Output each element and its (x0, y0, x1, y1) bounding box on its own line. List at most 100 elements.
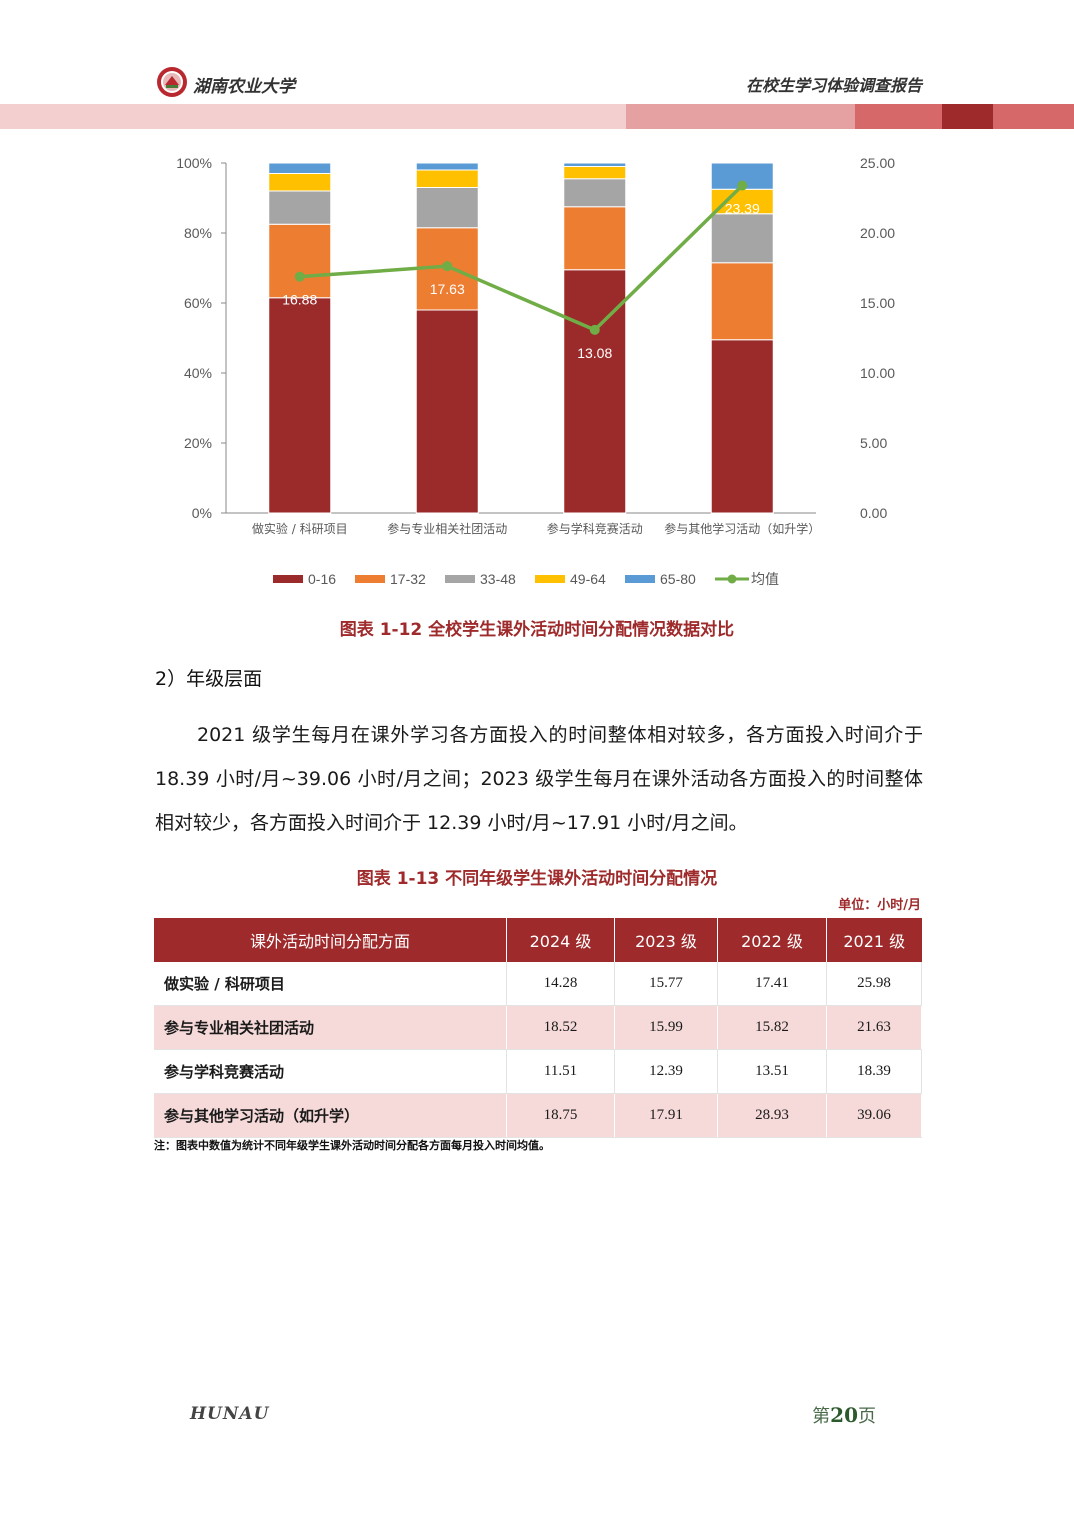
mean-point (442, 261, 453, 272)
y-left-tick-label: 40% (184, 365, 212, 381)
mean-data-label: 17.63 (430, 281, 465, 297)
legend-swatch (355, 575, 385, 583)
table-header-cell: 2021 级 (826, 918, 922, 962)
table-cell: 21.63 (826, 1005, 922, 1050)
table-header-row: 课外活动时间分配方面 2024 级 2023 级 2022 级 2021 级 (154, 918, 922, 962)
y-left-tick-label: 0% (192, 505, 212, 521)
bar-segment-0-16 (415, 309, 479, 514)
bar-segment-17-32 (268, 223, 332, 299)
table-cell: 14.28 (506, 962, 615, 1006)
bar-segment-33-48 (563, 178, 627, 208)
y-left-tick-label: 60% (184, 295, 212, 311)
bar-segment-17-32 (710, 262, 774, 341)
legend-swatch (445, 575, 475, 583)
table-header-cell: 课外活动时间分配方面 (154, 918, 507, 962)
grade-time-table: 课外活动时间分配方面 2024 级 2023 级 2022 级 2021 级 做… (154, 918, 922, 1138)
y-right-tick-label: 0.00 (860, 505, 887, 521)
y-left-tick-label: 20% (184, 435, 212, 451)
section-title: 2）年级层面 (155, 668, 263, 690)
legend-label: 17-32 (390, 571, 426, 587)
mean-line (299, 184, 744, 332)
bar-segment-0-16 (268, 297, 332, 514)
bar-segment-49-64 (415, 169, 479, 188)
page-header: 湖南农业大学 在校生学习体验调查报告 (0, 0, 1074, 130)
table-header-cell: 2022 级 (717, 918, 827, 962)
bar-segment-33-48 (415, 187, 479, 229)
y-right-tick-label: 25.00 (860, 155, 895, 171)
mean-data-label: 23.39 (725, 201, 760, 217)
unit-label: 单位：小时/月 (838, 898, 921, 913)
table-cell: 做实验 / 科研项目 (154, 962, 507, 1006)
table-row: 参与学科竞赛活动 11.51 12.39 13.51 18.39 (154, 1049, 922, 1094)
bar-segment-0-16 (710, 339, 774, 514)
header-band-dark (942, 104, 993, 129)
activity-time-chart: 0% 20% 40% 60% 80% 100% 0.00 5.00 10.00 15.00 20.0… (150, 145, 930, 605)
table-cell: 18.39 (826, 1049, 922, 1094)
legend-label: 33-48 (480, 571, 516, 587)
page-number: 第20页 (812, 1402, 876, 1428)
y-left-tick-label: 100% (176, 155, 212, 171)
bar-segment-65-80 (563, 162, 627, 167)
table-cell: 15.82 (717, 1005, 827, 1050)
bar-segment-49-64 (563, 166, 627, 180)
table-cell: 17.41 (717, 962, 827, 1006)
legend-swatch (625, 575, 655, 583)
footer-brand: HUNAU (190, 1404, 270, 1424)
mean-data-label: 13.08 (577, 345, 612, 361)
page-prefix: 第 (812, 1406, 831, 1427)
bar-segment-49-64 (710, 188, 774, 215)
mean-point (294, 271, 305, 282)
y-right-tick-label: 5.00 (860, 435, 887, 451)
table-cell: 13.51 (717, 1049, 827, 1094)
report-title: 在校生学习体验调查报告 (745, 76, 922, 95)
figure-caption-2: 图表 1-13 不同年级学生课外活动时间分配情况 (356, 869, 718, 889)
legend-label: 0-16 (308, 571, 336, 587)
mean-point (737, 180, 748, 191)
table-header-cell: 2024 级 (506, 918, 615, 962)
table-cell: 28.93 (717, 1093, 827, 1138)
legend-label: 49-64 (570, 571, 606, 587)
table-note: 注：图表中数值为统计不同年级学生课外活动时间分配各方面每月投入时间均值。 (154, 1139, 550, 1152)
y-right-tick-label: 15.00 (860, 295, 895, 311)
mean-point (589, 324, 600, 335)
table-row: 参与其他学习活动（如升学） 18.75 17.91 28.93 39.06 (154, 1093, 922, 1138)
university-logo (157, 67, 187, 97)
table-cell: 39.06 (826, 1093, 922, 1138)
header-band-rose (855, 104, 942, 129)
x-category-label: 参与其他学习活动（如升学） (664, 521, 820, 536)
header-band-end (993, 104, 1074, 129)
x-category-label: 做实验 / 科研项目 (252, 521, 348, 536)
table-cell: 12.39 (614, 1049, 718, 1094)
bar-segment-49-64 (268, 173, 332, 192)
mean-data-label: 16.88 (282, 292, 317, 308)
legend-swatch (273, 575, 303, 583)
bar-segment-65-80 (268, 162, 332, 174)
header-band-mid (626, 104, 855, 129)
table-row: 做实验 / 科研项目 14.28 15.77 17.41 25.98 (154, 962, 922, 1006)
table-row: 参与专业相关社团活动 18.52 15.99 15.82 21.63 (154, 1005, 922, 1050)
legend-swatch (535, 575, 565, 583)
bar-segment-33-48 (710, 213, 774, 264)
table-header-cell: 2023 级 (614, 918, 718, 962)
body-paragraph: 2021 级学生每月在课外学习各方面投入的时间整体相对较多，各方面投入时间介于 … (155, 724, 923, 834)
bar-segment-65-80 (415, 162, 479, 171)
y-right-tick-label: 20.00 (860, 225, 895, 241)
table-cell: 参与专业相关社团活动 (154, 1005, 507, 1050)
table-cell: 18.75 (506, 1093, 615, 1138)
bar-segment-33-48 (268, 190, 332, 225)
x-category-label: 参与学科竞赛活动 (547, 521, 643, 536)
legend-label: 均值 (751, 571, 779, 587)
legend-label: 65-80 (660, 571, 696, 587)
figure-caption-1: 图表 1-12 全校学生课外活动时间分配情况数据对比 (339, 620, 735, 640)
legend-line-marker (727, 574, 737, 584)
table-cell: 参与学科竞赛活动 (154, 1049, 507, 1094)
table-cell: 参与其他学习活动（如升学） (154, 1093, 507, 1138)
table-cell: 25.98 (826, 962, 922, 1006)
bar-segment-17-32 (563, 206, 627, 271)
y-left-tick-label: 80% (184, 225, 212, 241)
y-right-tick-label: 10.00 (860, 365, 895, 381)
table-cell: 11.51 (506, 1049, 615, 1094)
university-name: 湖南农业大学 (193, 77, 295, 97)
x-category-label: 参与专业相关社团活动 (387, 521, 507, 536)
page-suffix: 页 (858, 1406, 876, 1427)
